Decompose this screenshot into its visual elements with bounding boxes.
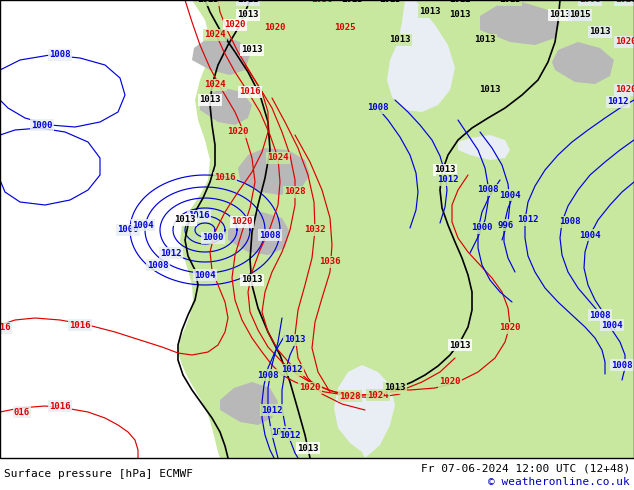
- Text: 1008: 1008: [559, 218, 581, 226]
- Text: 1013: 1013: [237, 10, 259, 20]
- Text: 1013: 1013: [197, 0, 219, 4]
- Text: 1013: 1013: [450, 341, 471, 349]
- Text: 1020: 1020: [615, 0, 634, 4]
- Text: 1013: 1013: [271, 427, 293, 437]
- Text: 1016: 1016: [69, 320, 91, 329]
- Text: 1013: 1013: [242, 46, 262, 54]
- Polygon shape: [192, 35, 250, 75]
- Text: 1013: 1013: [589, 27, 611, 36]
- Text: 1012: 1012: [437, 175, 459, 185]
- Text: 1016: 1016: [188, 212, 210, 220]
- Text: 1013: 1013: [389, 35, 411, 45]
- Text: 1013: 1013: [297, 443, 319, 452]
- Text: 1012: 1012: [450, 0, 471, 4]
- Text: 1008: 1008: [579, 0, 601, 4]
- Polygon shape: [458, 135, 510, 160]
- Text: 1000: 1000: [31, 121, 53, 129]
- Text: 1012: 1012: [607, 98, 629, 106]
- Text: 1013: 1013: [419, 7, 441, 17]
- Text: 1036: 1036: [320, 258, 340, 267]
- Text: 1008: 1008: [147, 261, 169, 270]
- Text: 1004: 1004: [499, 191, 521, 199]
- Polygon shape: [238, 148, 310, 195]
- Text: 1016: 1016: [49, 401, 71, 411]
- Text: 1012: 1012: [237, 0, 259, 4]
- Text: 1013: 1013: [174, 216, 196, 224]
- Text: 1016: 1016: [214, 173, 236, 182]
- Text: 1013: 1013: [434, 166, 456, 174]
- Text: 1013: 1013: [242, 275, 262, 285]
- Text: 1020: 1020: [224, 21, 246, 29]
- Text: 1004: 1004: [194, 270, 216, 279]
- Text: 1013: 1013: [284, 336, 306, 344]
- Text: 1013: 1013: [341, 0, 363, 4]
- Text: 1032: 1032: [304, 225, 326, 235]
- Text: 1013: 1013: [479, 85, 501, 95]
- Text: 1028: 1028: [284, 188, 306, 196]
- Text: 1025: 1025: [334, 24, 356, 32]
- Text: 1016: 1016: [239, 88, 261, 97]
- Text: 1015: 1015: [569, 10, 591, 20]
- Text: 1013: 1013: [450, 10, 471, 20]
- Text: 1012: 1012: [279, 431, 301, 440]
- Text: 1020: 1020: [264, 24, 286, 32]
- Text: 1004: 1004: [601, 320, 623, 329]
- Bar: [0, 458, 634, 490]
- Text: 996: 996: [498, 220, 514, 229]
- Text: © weatheronline.co.uk: © weatheronline.co.uk: [488, 477, 630, 487]
- Text: 1008: 1008: [611, 361, 633, 369]
- Text: 1024: 1024: [204, 80, 226, 90]
- Text: 1020: 1020: [499, 323, 521, 333]
- Text: 1013: 1013: [199, 96, 221, 104]
- Text: 1028: 1028: [339, 392, 361, 400]
- Text: 1012: 1012: [281, 366, 303, 374]
- Text: 1004: 1004: [133, 220, 154, 229]
- Text: 1012: 1012: [160, 248, 182, 258]
- Text: 1024: 1024: [367, 391, 389, 399]
- Text: 1013: 1013: [474, 35, 496, 45]
- Text: 1020: 1020: [615, 38, 634, 47]
- Polygon shape: [334, 365, 395, 458]
- Text: Fr 07-06-2024 12:00 UTC (12+48): Fr 07-06-2024 12:00 UTC (12+48): [421, 463, 630, 473]
- Polygon shape: [387, 0, 455, 112]
- Polygon shape: [228, 212, 290, 255]
- Text: 1013: 1013: [379, 0, 401, 4]
- Text: 1013: 1013: [384, 384, 406, 392]
- Polygon shape: [200, 88, 252, 125]
- Text: 1024: 1024: [204, 30, 226, 40]
- Text: 1013: 1013: [499, 0, 521, 4]
- Text: 1020: 1020: [615, 85, 634, 95]
- Text: 1000: 1000: [202, 234, 224, 243]
- Text: 1004: 1004: [579, 230, 601, 240]
- Text: 1016: 1016: [0, 323, 11, 333]
- Text: 1013: 1013: [549, 10, 571, 20]
- Text: 1012: 1012: [517, 216, 539, 224]
- Text: 1020: 1020: [299, 384, 321, 392]
- Text: 1020: 1020: [231, 218, 253, 226]
- Text: 1000: 1000: [471, 223, 493, 232]
- Text: 1020: 1020: [439, 377, 461, 387]
- Polygon shape: [552, 42, 614, 84]
- Text: 1008: 1008: [477, 186, 499, 195]
- Text: 1008: 1008: [589, 311, 611, 319]
- Text: 016: 016: [14, 408, 30, 416]
- Text: 1000: 1000: [117, 225, 139, 235]
- Text: 1020: 1020: [227, 127, 249, 137]
- Text: Surface pressure [hPa] ECMWF: Surface pressure [hPa] ECMWF: [4, 469, 193, 479]
- Polygon shape: [480, 2, 560, 45]
- Polygon shape: [178, 0, 634, 458]
- Polygon shape: [220, 382, 278, 425]
- Text: 1012: 1012: [261, 406, 283, 415]
- Text: 1036: 1036: [311, 0, 333, 4]
- Text: 1008: 1008: [49, 50, 71, 59]
- Text: 1008: 1008: [367, 103, 389, 113]
- Text: 1008: 1008: [257, 370, 279, 379]
- Text: 1024: 1024: [268, 153, 288, 163]
- Text: 1008: 1008: [259, 230, 281, 240]
